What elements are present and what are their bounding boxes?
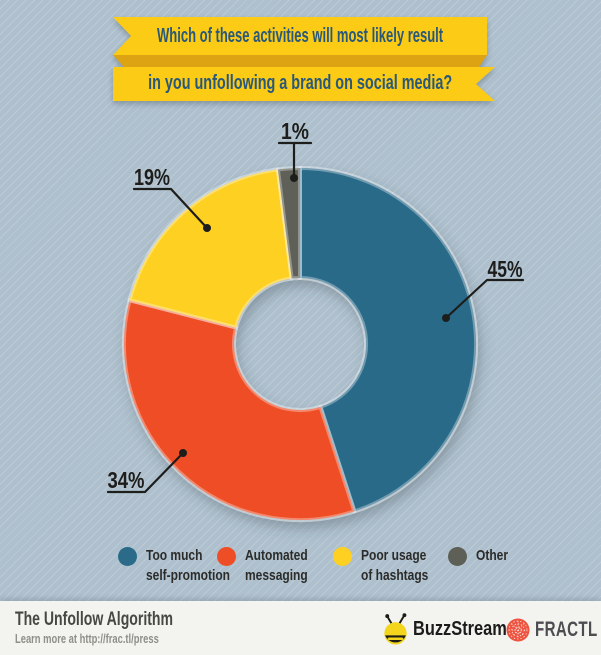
buzzstream-logo-text: BuzzStream: [413, 618, 507, 640]
legend-label-line2: self-promotion: [146, 567, 230, 584]
legend-label-line2: of hashtags: [361, 567, 429, 584]
legend-item-too-much-self-promotion: Too much self-promotion: [118, 546, 251, 586]
legend-label-line1: Automated: [245, 547, 308, 564]
chart-title-line1: Which of these activities will most like…: [113, 17, 487, 55]
leader-line-34: [106, 451, 185, 494]
leader-line-45: [444, 278, 525, 320]
legend-swatch-red: [217, 547, 236, 566]
chart-title-line1-text: Which of these activities will most like…: [156, 24, 444, 47]
pct-label-automated-messaging: 34%: [108, 467, 145, 493]
legend-label-line1: Too much: [146, 547, 203, 564]
legend-swatch-yellow: [333, 547, 352, 566]
leader-line-19: [132, 187, 209, 230]
buzzstream-bee-icon: [384, 613, 407, 645]
footer-url[interactable]: Learn more at http://frac.tl/press: [15, 632, 159, 646]
slice-automated-messaging[interactable]: [121, 298, 357, 523]
legend-swatch-gray: [448, 547, 467, 566]
pct-label-too-much-self-promotion: 45%: [488, 256, 523, 282]
ribbon-bottom: [113, 67, 495, 101]
pct-label-poor-usage-of-hashtags: 19%: [134, 164, 170, 190]
footer-bar: The Unfollow Algorithm Learn more at htt…: [0, 601, 601, 655]
fractl-logo-text: FRACTL: [535, 618, 598, 641]
legend-label-line1: Other: [476, 547, 509, 564]
legend-item-automated-messaging: Automated messaging: [217, 546, 323, 586]
chart-title-line2: in you unfollowing a brand on social med…: [113, 66, 487, 101]
slice-poor-usage-of-hashtags[interactable]: [127, 167, 294, 330]
legend-item-poor-usage-of-hashtags: Poor usage of hashtags: [333, 546, 445, 586]
legend-label: Other: [476, 546, 508, 566]
legend-label: Too much self-promotion: [146, 546, 230, 586]
title-ribbon: [113, 17, 495, 101]
leader-dot-1: [290, 174, 298, 182]
chart-title-line2-text: in you unfollowing a brand on social med…: [147, 72, 453, 94]
legend-label-line2: messaging: [245, 567, 308, 584]
legend-item-other: Other: [448, 546, 516, 566]
legend-label: Poor usage of hashtags: [361, 546, 428, 586]
leader-dot-19: [203, 224, 211, 232]
slice-other[interactable]: [275, 166, 302, 281]
fractl-mandala-icon: [506, 618, 530, 642]
ribbon-top: [113, 17, 487, 55]
ribbon-fold: [113, 55, 487, 67]
fractl-logo[interactable]: FRACTL: [506, 618, 601, 642]
legend-label-line1: Poor usage: [361, 547, 427, 564]
donut-chart: 45% 34% 19% 1%: [106, 118, 525, 523]
slice-too-much-self-promotion[interactable]: [298, 166, 478, 514]
buzzstream-logo[interactable]: BuzzStream: [379, 613, 527, 646]
leader-dot-34: [179, 449, 187, 457]
legend-label: Automated messaging: [245, 546, 308, 586]
footer-title: The Unfollow Algorithm: [15, 609, 174, 630]
legend-swatch-teal: [118, 547, 137, 566]
leader-dot-45: [442, 314, 450, 322]
pct-label-other: 1%: [281, 118, 309, 144]
